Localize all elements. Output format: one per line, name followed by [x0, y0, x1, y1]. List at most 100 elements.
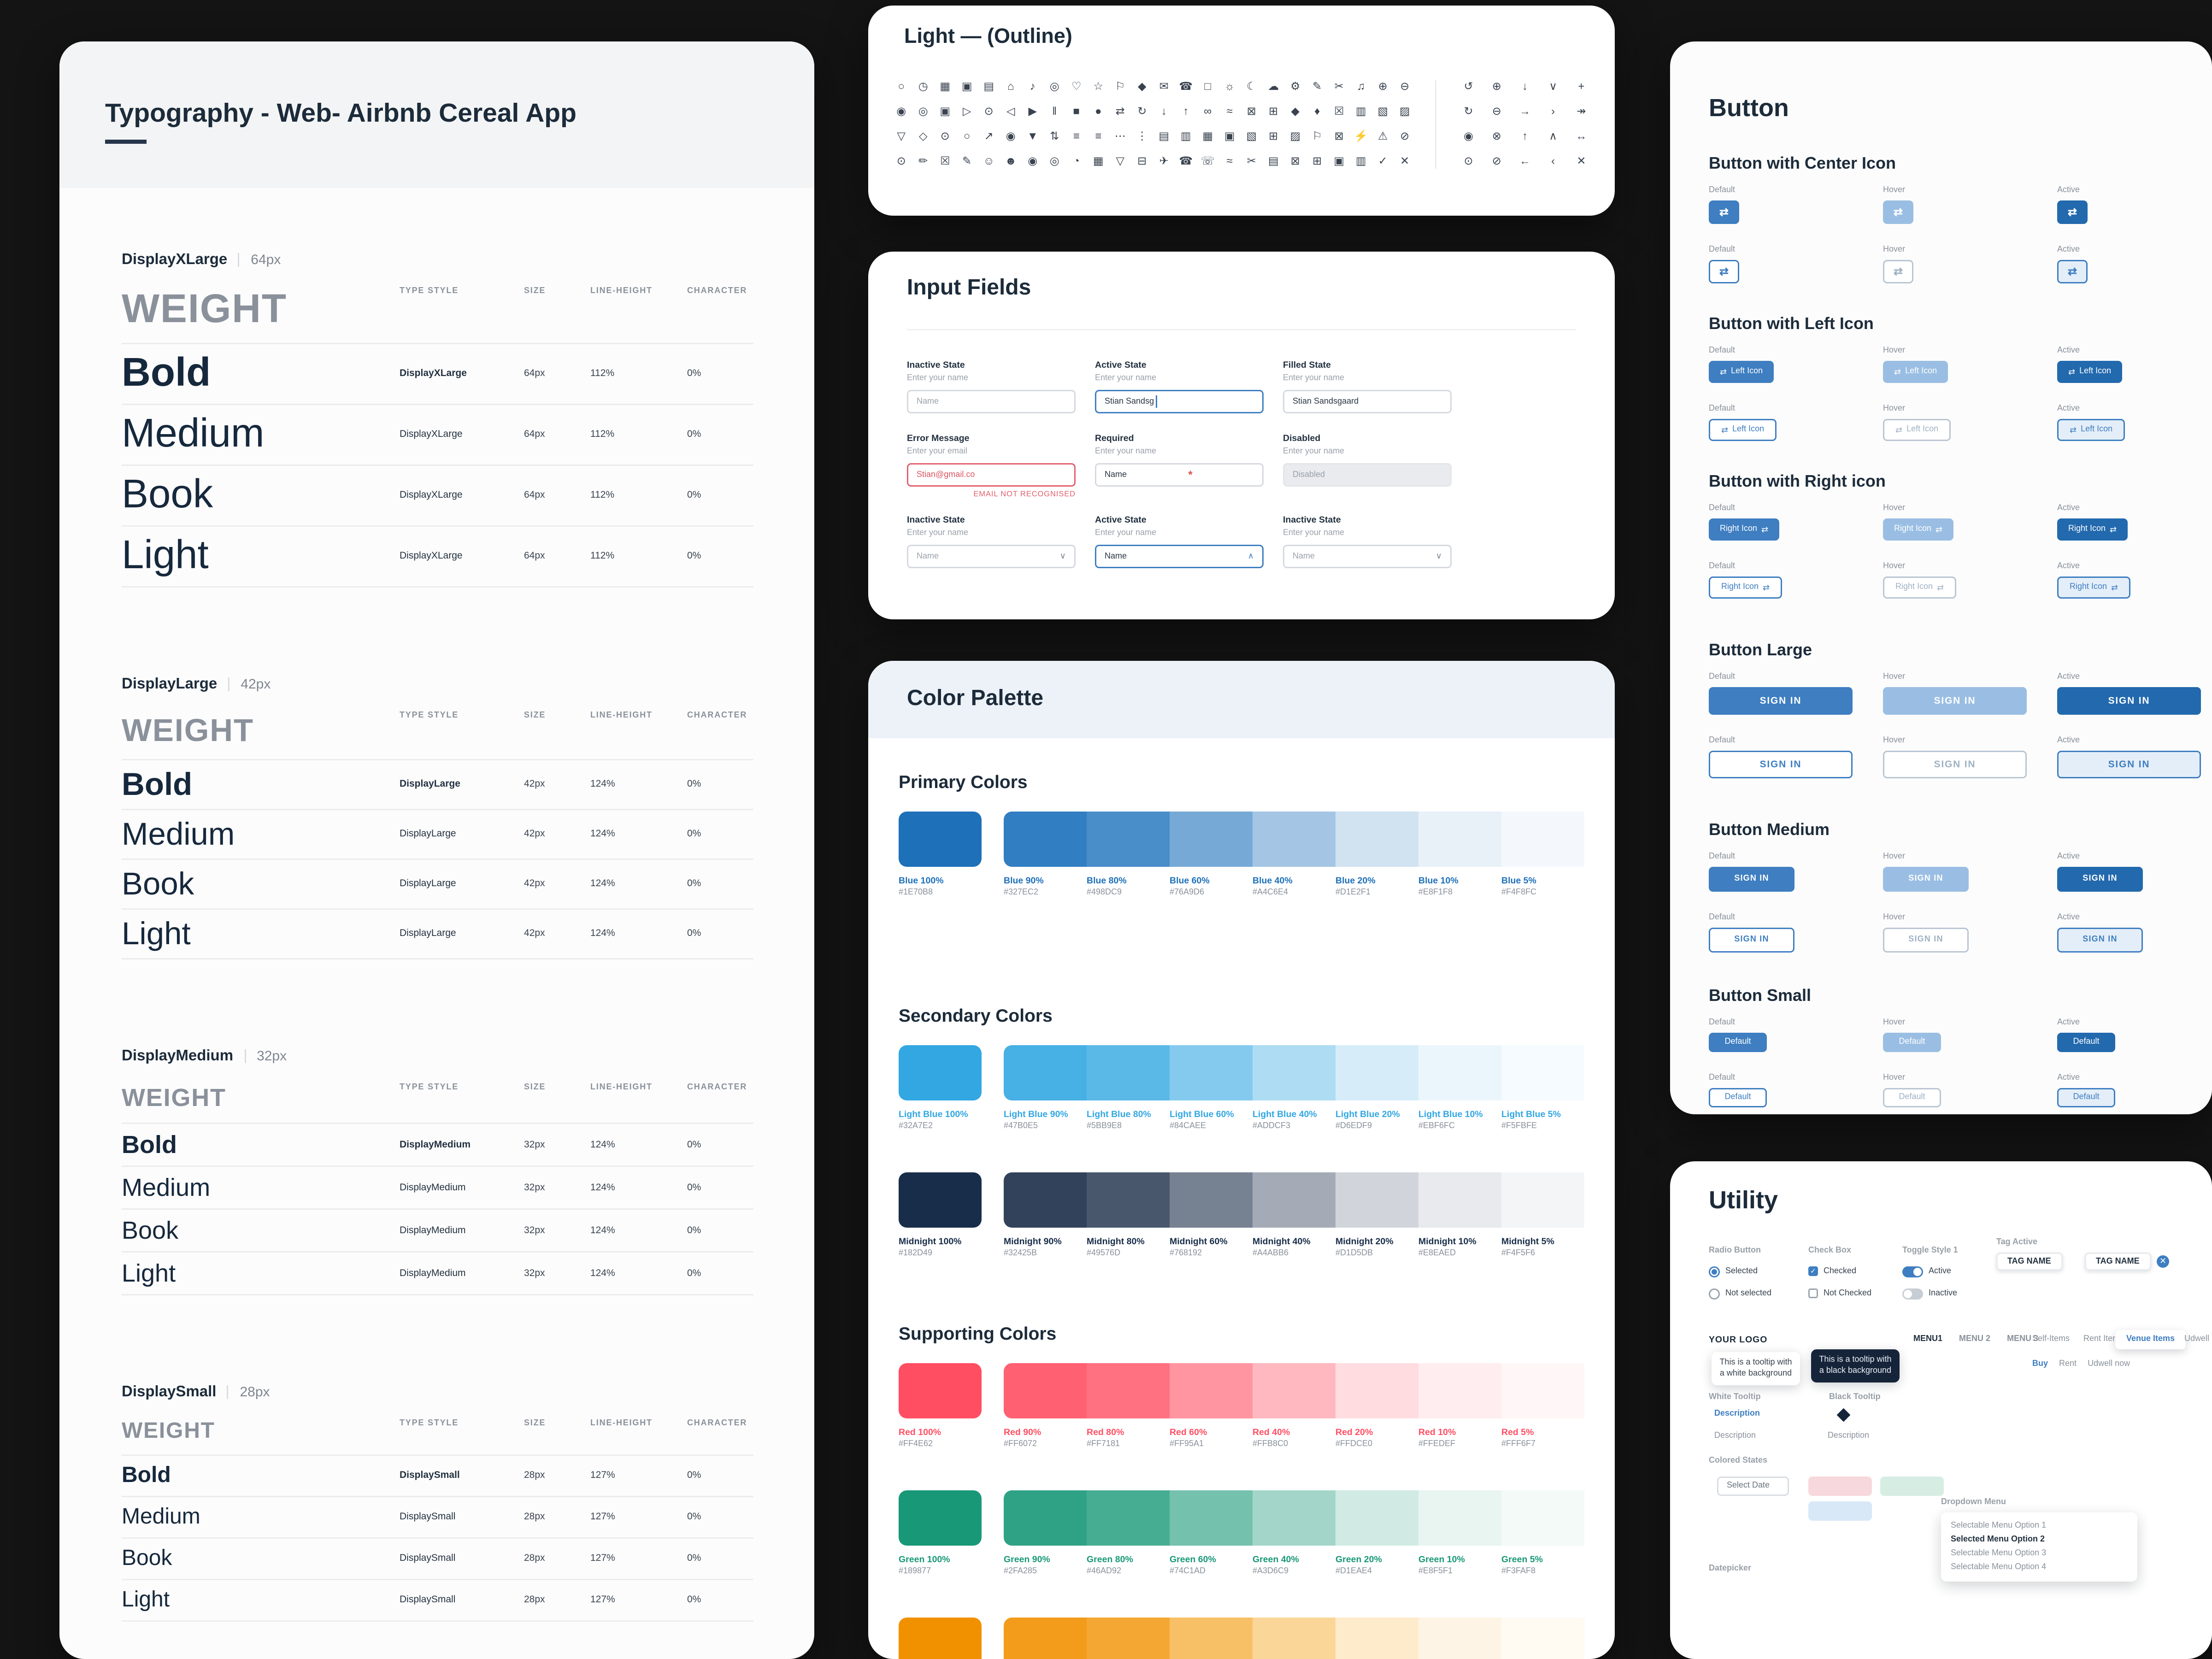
- nav-link[interactable]: Buy: [2032, 1360, 2048, 1369]
- print-icon[interactable]: ⊞: [1312, 154, 1322, 167]
- left-icon-button[interactable]: ⇄ Left Icon ⇄: [1883, 419, 1951, 441]
- arrow-bar-right-icon[interactable]: ↠: [1577, 104, 1586, 117]
- loader-icon[interactable]: ◔: [1073, 154, 1080, 167]
- chevron-icon[interactable]: ∨: [1435, 553, 1442, 561]
- voicemail-icon[interactable]: ≈: [1226, 154, 1233, 167]
- scissors-icon[interactable]: ✂: [1247, 154, 1256, 167]
- home-icon[interactable]: ⌂: [1007, 79, 1014, 92]
- card-icon[interactable]: ▧: [1246, 129, 1257, 142]
- dropdown-option[interactable]: Selectable Menu Option 3: [1951, 1550, 2047, 1558]
- small-button[interactable]: ⇄ Default ⇄: [2057, 1088, 2115, 1107]
- target-circle-icon[interactable]: ◉: [1464, 129, 1474, 142]
- arrow-right-icon[interactable]: →: [1519, 104, 1530, 117]
- trash-icon[interactable]: ☒: [1334, 104, 1344, 117]
- clock-icon[interactable]: ◷: [918, 79, 928, 92]
- grid-icon[interactable]: ▤: [983, 79, 994, 92]
- map-icon[interactable]: ▽: [897, 129, 906, 142]
- text-input[interactable]: Stian Sandsg: [1095, 390, 1264, 413]
- sign-in-button-large[interactable]: ⇄ SIGN IN ⇄: [1883, 751, 2027, 778]
- sort-icon[interactable]: ⇅: [1050, 129, 1059, 142]
- stop-icon[interactable]: ■: [1073, 104, 1080, 117]
- dropdown-option[interactable]: Selected Menu Option 2: [1951, 1536, 2045, 1544]
- archive-icon[interactable]: ▥: [1355, 104, 1366, 117]
- center-icon-button[interactable]: ⇄ ⇄: [2057, 200, 2088, 224]
- arrow-up-icon[interactable]: ↑: [1522, 129, 1528, 142]
- small-button[interactable]: ⇄ Default ⇄: [1883, 1033, 1941, 1052]
- chevron-up-icon[interactable]: ∧: [1549, 129, 1557, 142]
- call-icon[interactable]: ☎: [1179, 154, 1193, 167]
- sign-in-button-large[interactable]: ⇄ SIGN IN ⇄: [2057, 687, 2201, 715]
- text-input[interactable]: Name: [907, 390, 1076, 413]
- radio-unselected[interactable]: [1709, 1288, 1720, 1300]
- target-icon[interactable]: ◉: [1006, 129, 1016, 142]
- play-filled-icon[interactable]: ▶: [1028, 104, 1037, 117]
- more-vertical-icon[interactable]: ⋮: [1136, 129, 1148, 142]
- upload-icon[interactable]: ↑: [1183, 104, 1189, 117]
- mic-icon[interactable]: ⊙: [896, 154, 906, 167]
- record-icon[interactable]: ⊙: [984, 104, 994, 117]
- arrow-left-icon[interactable]: ←: [1519, 154, 1530, 167]
- nav-link[interactable]: Rent: [2059, 1360, 2077, 1369]
- smile-icon[interactable]: ☺: [983, 154, 994, 167]
- disc-icon[interactable]: ⊙: [1464, 154, 1473, 167]
- nav-link[interactable]: Udwell now: [2088, 1360, 2130, 1369]
- lock-small-icon[interactable]: ⊠: [1290, 154, 1300, 167]
- toggle-off[interactable]: [1902, 1288, 1923, 1300]
- center-icon-button[interactable]: ⇄ ⇄: [1883, 260, 1913, 283]
- star-icon[interactable]: ☆: [1093, 79, 1103, 92]
- more-horizontal-icon[interactable]: ⋯: [1114, 129, 1126, 142]
- center-icon-button[interactable]: ⇄ ⇄: [1709, 260, 1739, 283]
- calendar-icon[interactable]: ▦: [940, 79, 951, 92]
- user-icon[interactable]: ◉: [896, 104, 906, 117]
- plus-icon[interactable]: +: [1578, 79, 1585, 92]
- dropdown-option[interactable]: Selectable Menu Option 1: [1951, 1522, 2047, 1530]
- copy-icon[interactable]: ▣: [1334, 154, 1345, 167]
- chevron-left-icon[interactable]: ‹: [1551, 154, 1555, 167]
- chevron-down-icon[interactable]: ∨: [1549, 79, 1557, 92]
- left-icon-button[interactable]: ⇄ Left Icon ⇄: [2057, 361, 2123, 383]
- bag-icon[interactable]: ▨: [1290, 129, 1301, 142]
- chart-icon[interactable]: ▤: [1159, 129, 1170, 142]
- table-icon[interactable]: ▦: [1093, 154, 1104, 167]
- right-icon-button[interactable]: ⇄ Right Icon ⇄: [1883, 577, 1957, 599]
- nav-item-selected[interactable]: Venue Items: [2115, 1330, 2186, 1349]
- bell-icon[interactable]: ♪: [1030, 79, 1035, 92]
- chat-icon[interactable]: ◎: [1049, 79, 1059, 92]
- menu-item[interactable]: MENU1: [1913, 1335, 1943, 1344]
- visibility-icon[interactable]: ◎: [1049, 154, 1059, 167]
- minus-circle-icon[interactable]: ⊖: [1400, 79, 1410, 92]
- add-circle-icon[interactable]: ⊕: [1378, 79, 1388, 92]
- compose-icon[interactable]: ✎: [962, 154, 972, 167]
- left-icon-button[interactable]: ⇄ Left Icon ⇄: [1709, 419, 1777, 441]
- pause-icon[interactable]: ‖: [1052, 104, 1057, 117]
- sign-in-button-medium[interactable]: ⇄ SIGN IN ⇄: [2057, 928, 2143, 953]
- eye-icon[interactable]: ◉: [1028, 154, 1038, 167]
- radio-selected[interactable]: [1709, 1266, 1720, 1277]
- paste-icon[interactable]: ▥: [1355, 154, 1366, 167]
- pin-icon[interactable]: ◇: [918, 129, 928, 142]
- music-icon[interactable]: ♫: [1357, 79, 1365, 92]
- emoji-icon[interactable]: ☻: [1005, 154, 1017, 167]
- small-button[interactable]: ⇄ Default ⇄: [1883, 1088, 1941, 1107]
- check-icon[interactable]: ✓: [1378, 154, 1388, 167]
- waves-icon[interactable]: ≈: [1226, 104, 1233, 117]
- infinity-icon[interactable]: ∞: [1204, 104, 1212, 117]
- cart-icon[interactable]: ⊞: [1269, 129, 1278, 142]
- bookmark-icon[interactable]: ◆: [1137, 79, 1147, 92]
- center-icon-button[interactable]: ⇄ ⇄: [2057, 260, 2088, 283]
- toggle-on[interactable]: [1902, 1266, 1923, 1277]
- rewind-icon[interactable]: ◁: [1006, 104, 1015, 117]
- sign-in-button-medium[interactable]: ⇄ SIGN IN ⇄: [1709, 867, 1794, 892]
- left-icon-button[interactable]: ⇄ Left Icon ⇄: [1709, 361, 1774, 383]
- sun-icon[interactable]: ☼: [1224, 79, 1235, 92]
- text-input[interactable]: Name ∨: [907, 545, 1076, 568]
- close-small-icon[interactable]: ✕: [1577, 154, 1586, 167]
- wallet-icon[interactable]: ▣: [1224, 129, 1235, 142]
- menu-item[interactable]: MENU 3: [2007, 1335, 2039, 1344]
- heart-icon[interactable]: ♡: [1071, 79, 1082, 92]
- inbox-icon[interactable]: ⊟: [1137, 154, 1147, 167]
- checkbox-checked[interactable]: ✓: [1808, 1266, 1818, 1276]
- tag[interactable]: TAG NAME: [2085, 1253, 2151, 1271]
- shield-icon[interactable]: ◆: [1291, 104, 1300, 117]
- right-icon-button[interactable]: ⇄ Right Icon ⇄: [1709, 577, 1783, 599]
